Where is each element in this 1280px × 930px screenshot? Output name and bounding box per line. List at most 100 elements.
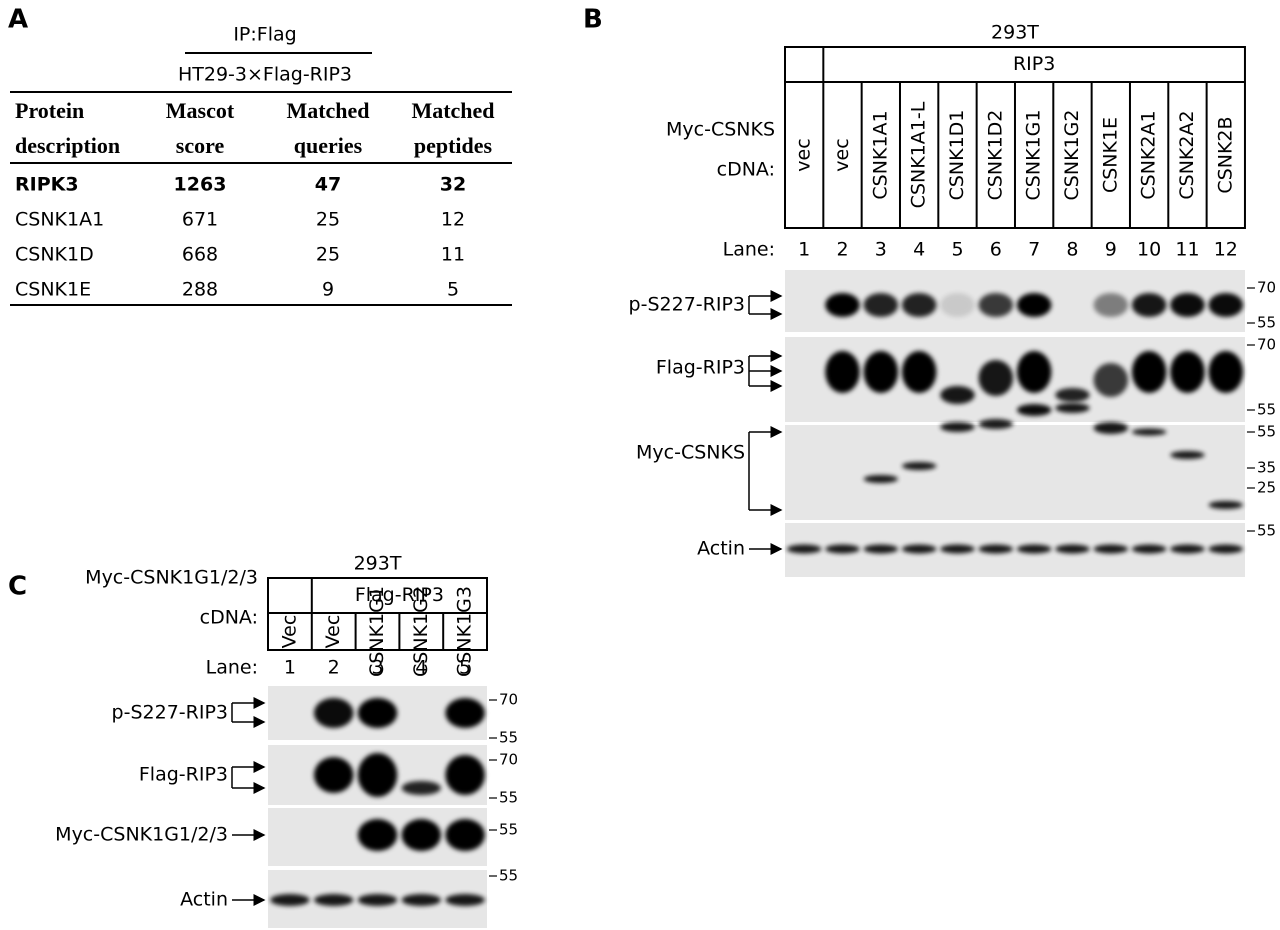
table-cell: 671	[182, 209, 218, 231]
table-cell: CSNK1A1	[15, 209, 104, 231]
marker-label: 70	[1257, 336, 1276, 354]
cell-line: 293T	[991, 22, 1039, 44]
lane-number: 4	[415, 657, 427, 679]
lane-number: 3	[875, 239, 887, 261]
cell-line: 293T	[354, 553, 402, 575]
table-header: score	[176, 133, 225, 158]
band	[401, 894, 442, 906]
band	[825, 351, 860, 393]
lane-number: 8	[1066, 239, 1078, 261]
table-header: peptides	[414, 133, 493, 158]
lane-name: CSNK1A1	[869, 110, 891, 199]
table-header: queries	[294, 133, 363, 158]
band	[863, 475, 899, 483]
lane-number: 1	[284, 657, 296, 679]
table-cell: 288	[182, 279, 218, 301]
table-cell: 11	[441, 244, 465, 266]
band	[978, 419, 1014, 429]
marker-label: 35	[1257, 459, 1276, 477]
band	[1016, 293, 1052, 317]
marker-label: 55	[1257, 314, 1276, 332]
lane-number: 2	[328, 657, 340, 679]
group-label: Flag-RIP3	[355, 584, 444, 606]
lane-number: 5	[459, 657, 471, 679]
band	[313, 698, 354, 728]
blot-label: Flag-RIP3	[139, 764, 228, 786]
lane-number: 5	[951, 239, 963, 261]
band	[1131, 293, 1167, 317]
band	[270, 894, 310, 906]
band	[1208, 351, 1244, 393]
band	[1131, 428, 1167, 436]
band	[901, 544, 937, 554]
row-label: Myc-CSNKS	[666, 119, 775, 141]
table-header: Mascot	[166, 98, 235, 123]
band	[940, 544, 975, 554]
table-cell: 5	[447, 279, 459, 301]
band	[1093, 293, 1129, 317]
band	[901, 462, 937, 470]
lane-name: CSNK1G1	[1023, 110, 1045, 201]
panel-label: B	[583, 5, 603, 35]
band	[357, 698, 398, 728]
band	[1055, 403, 1090, 413]
marker-label: 55	[499, 821, 518, 839]
band	[313, 894, 354, 906]
band	[401, 781, 442, 795]
blot-label: Actin	[697, 538, 745, 560]
marker-label: 55	[1257, 522, 1276, 540]
marker-label: 55	[499, 867, 518, 885]
lane-number: 6	[990, 239, 1002, 261]
band	[357, 819, 398, 851]
row-label: cDNA:	[717, 159, 775, 181]
band	[825, 544, 860, 554]
lane-number: 12	[1214, 239, 1238, 261]
marker-label: 55	[499, 729, 518, 747]
lane-number: 11	[1175, 239, 1199, 261]
blot	[785, 523, 1245, 577]
band	[863, 351, 899, 393]
lane-title: Lane:	[206, 657, 258, 679]
blot	[785, 270, 1245, 332]
band	[940, 386, 975, 404]
band	[863, 293, 899, 317]
group-label: RIP3	[1013, 53, 1055, 75]
lane-name: CSNK2A1	[1138, 110, 1160, 199]
lane-name: Vec	[322, 615, 344, 649]
band	[1131, 351, 1167, 393]
blot-label: Flag-RIP3	[656, 357, 745, 379]
lane-number: 4	[913, 239, 925, 261]
table-cell: 25	[316, 209, 340, 231]
table-cell: 32	[440, 174, 466, 196]
band	[1016, 351, 1052, 393]
band	[978, 293, 1014, 317]
band	[1055, 544, 1090, 554]
table-cell: CSNK1E	[15, 279, 91, 301]
table-header: description	[15, 133, 120, 158]
band	[1170, 544, 1205, 554]
lane-name: CSNK1G3	[454, 586, 476, 677]
lane-number: 10	[1137, 239, 1161, 261]
band	[445, 819, 485, 851]
blot	[785, 425, 1245, 520]
marker-label: 70	[499, 751, 518, 769]
lane-title: Lane:	[723, 239, 775, 261]
band	[1093, 363, 1129, 397]
table-cell: 25	[316, 244, 340, 266]
lane-name: CSNK1G1	[366, 586, 388, 677]
band	[1170, 451, 1205, 459]
lane-name: CSNK1E	[1099, 117, 1121, 193]
table-cell: 668	[182, 244, 218, 266]
blot	[785, 337, 1245, 422]
marker-label: 55	[1257, 423, 1276, 441]
table-header: Matched	[286, 98, 369, 123]
band	[1208, 544, 1244, 554]
lane-name: vec	[793, 138, 815, 171]
marker-label: 25	[1257, 479, 1276, 497]
band	[313, 757, 354, 793]
lane-number: 2	[836, 239, 848, 261]
lane-number: 1	[798, 239, 810, 261]
table-cell: CSNK1D	[15, 244, 94, 266]
lane-number: 9	[1105, 239, 1117, 261]
